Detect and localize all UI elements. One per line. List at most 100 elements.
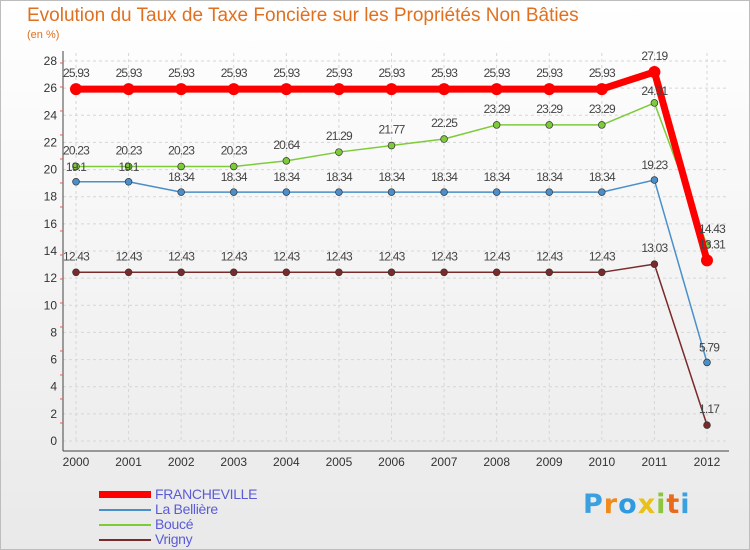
data-label: 18.34 — [273, 170, 300, 184]
data-label: 13.31 — [699, 237, 726, 251]
data-point — [703, 358, 711, 367]
data-label: 20.23 — [221, 143, 248, 157]
data-point — [490, 83, 503, 96]
data-point — [335, 188, 343, 196]
data-point — [335, 268, 343, 277]
legend-item: FRANCHEVILLE — [99, 486, 299, 502]
y-tick-label: 16 — [44, 217, 58, 231]
data-label: 12.43 — [326, 249, 353, 263]
x-tick-label: 2001 — [115, 455, 142, 469]
y-tick-label: 2 — [50, 407, 57, 421]
x-tick-label: 2007 — [431, 455, 458, 469]
data-point — [492, 268, 501, 277]
data-point — [648, 65, 661, 78]
data-label: 23.29 — [536, 102, 563, 116]
data-label: 23.29 — [589, 102, 616, 116]
data-point — [440, 188, 448, 196]
data-point — [385, 83, 398, 96]
data-label: 18.34 — [589, 170, 616, 184]
data-point — [703, 421, 711, 429]
logo-letter: r — [603, 489, 619, 520]
logo-letter: P — [583, 489, 604, 520]
legend-label: La Bellière — [155, 501, 218, 517]
data-point — [282, 157, 291, 165]
data-label: 12.43 — [536, 249, 563, 263]
grid — [63, 53, 729, 442]
data-point — [230, 188, 238, 196]
data-label: 27.19 — [641, 49, 668, 63]
data-label: 14.43 — [699, 222, 726, 236]
proxiti-logo: Proxiti — [583, 489, 691, 520]
legend-label: Boucé — [155, 516, 194, 532]
y-tick-label: 4 — [50, 380, 57, 394]
data-point — [280, 83, 293, 96]
data-label: 19.23 — [641, 158, 668, 172]
x-tick-label: 2010 — [588, 455, 615, 469]
data-label: 25.93 — [168, 66, 195, 80]
data-point — [543, 83, 556, 96]
data-label: 18.34 — [378, 170, 405, 184]
y-tick-label: 28 — [44, 54, 58, 68]
legend-swatch — [99, 524, 151, 526]
data-point — [227, 83, 240, 96]
data-label: 12.43 — [484, 249, 511, 263]
chart-subtitle: (en %) — [27, 29, 60, 41]
legend: FRANCHEVILLE La Bellière Boucé Vrigny — [99, 486, 299, 547]
data-label: 22.25 — [431, 116, 458, 130]
y-tick-label: 26 — [44, 81, 58, 95]
data-label: 24.91 — [641, 84, 668, 98]
data-point — [122, 83, 135, 96]
data-point — [124, 268, 133, 277]
data-label: 25.93 — [431, 66, 458, 80]
chart-title: Evolution du Taux de Taxe Foncière sur l… — [27, 5, 579, 26]
data-point — [230, 162, 238, 171]
series-group — [70, 65, 713, 429]
x-tick-label: 2005 — [326, 455, 353, 469]
data-label: 18.34 — [484, 170, 511, 184]
x-tick-label: 2004 — [273, 455, 300, 469]
x-tick-label: 2012 — [694, 455, 721, 469]
data-label: 1.17 — [699, 402, 720, 416]
data-label: 25.93 — [378, 66, 405, 80]
y-tick-label: 18 — [44, 190, 58, 204]
data-point — [177, 268, 185, 277]
data-point — [335, 148, 343, 156]
data-label: 19.1 — [66, 160, 87, 174]
logo-letter: i — [680, 489, 691, 520]
logo-letter: t — [666, 489, 681, 520]
data-label: 21.77 — [378, 123, 405, 137]
x-tick-label: 2002 — [168, 455, 195, 469]
data-label: 12.43 — [63, 249, 90, 263]
data-label: 12.43 — [378, 249, 405, 263]
data-label: 18.34 — [221, 170, 248, 184]
logo-letter: o — [618, 489, 638, 520]
data-label: 19.1 — [119, 160, 140, 174]
data-point — [545, 188, 553, 196]
data-label: 23.29 — [484, 102, 511, 116]
data-point — [72, 162, 80, 171]
y-tick-label: 10 — [44, 298, 58, 312]
data-point — [440, 268, 448, 277]
logo-letter: x — [637, 489, 657, 520]
data-label: 18.34 — [326, 170, 353, 184]
data-point — [387, 141, 396, 150]
data-label: 25.93 — [536, 66, 563, 80]
data-point — [598, 188, 606, 196]
data-label: 18.34 — [431, 170, 458, 184]
y-tick-label: 14 — [44, 244, 58, 258]
data-label: 20.64 — [273, 138, 300, 152]
y-tick-label: 6 — [50, 353, 57, 367]
data-label: 25.93 — [63, 66, 90, 80]
data-label: 25.93 — [221, 66, 248, 80]
legend-item: Boucé — [99, 516, 299, 532]
data-point — [545, 121, 553, 129]
data-label: 25.93 — [273, 66, 300, 80]
data-label: 12.43 — [273, 249, 300, 263]
data-point — [598, 268, 606, 277]
data-point — [72, 268, 80, 277]
data-point — [177, 188, 185, 196]
y-tick-label: 0 — [50, 434, 57, 448]
data-point — [387, 268, 396, 277]
